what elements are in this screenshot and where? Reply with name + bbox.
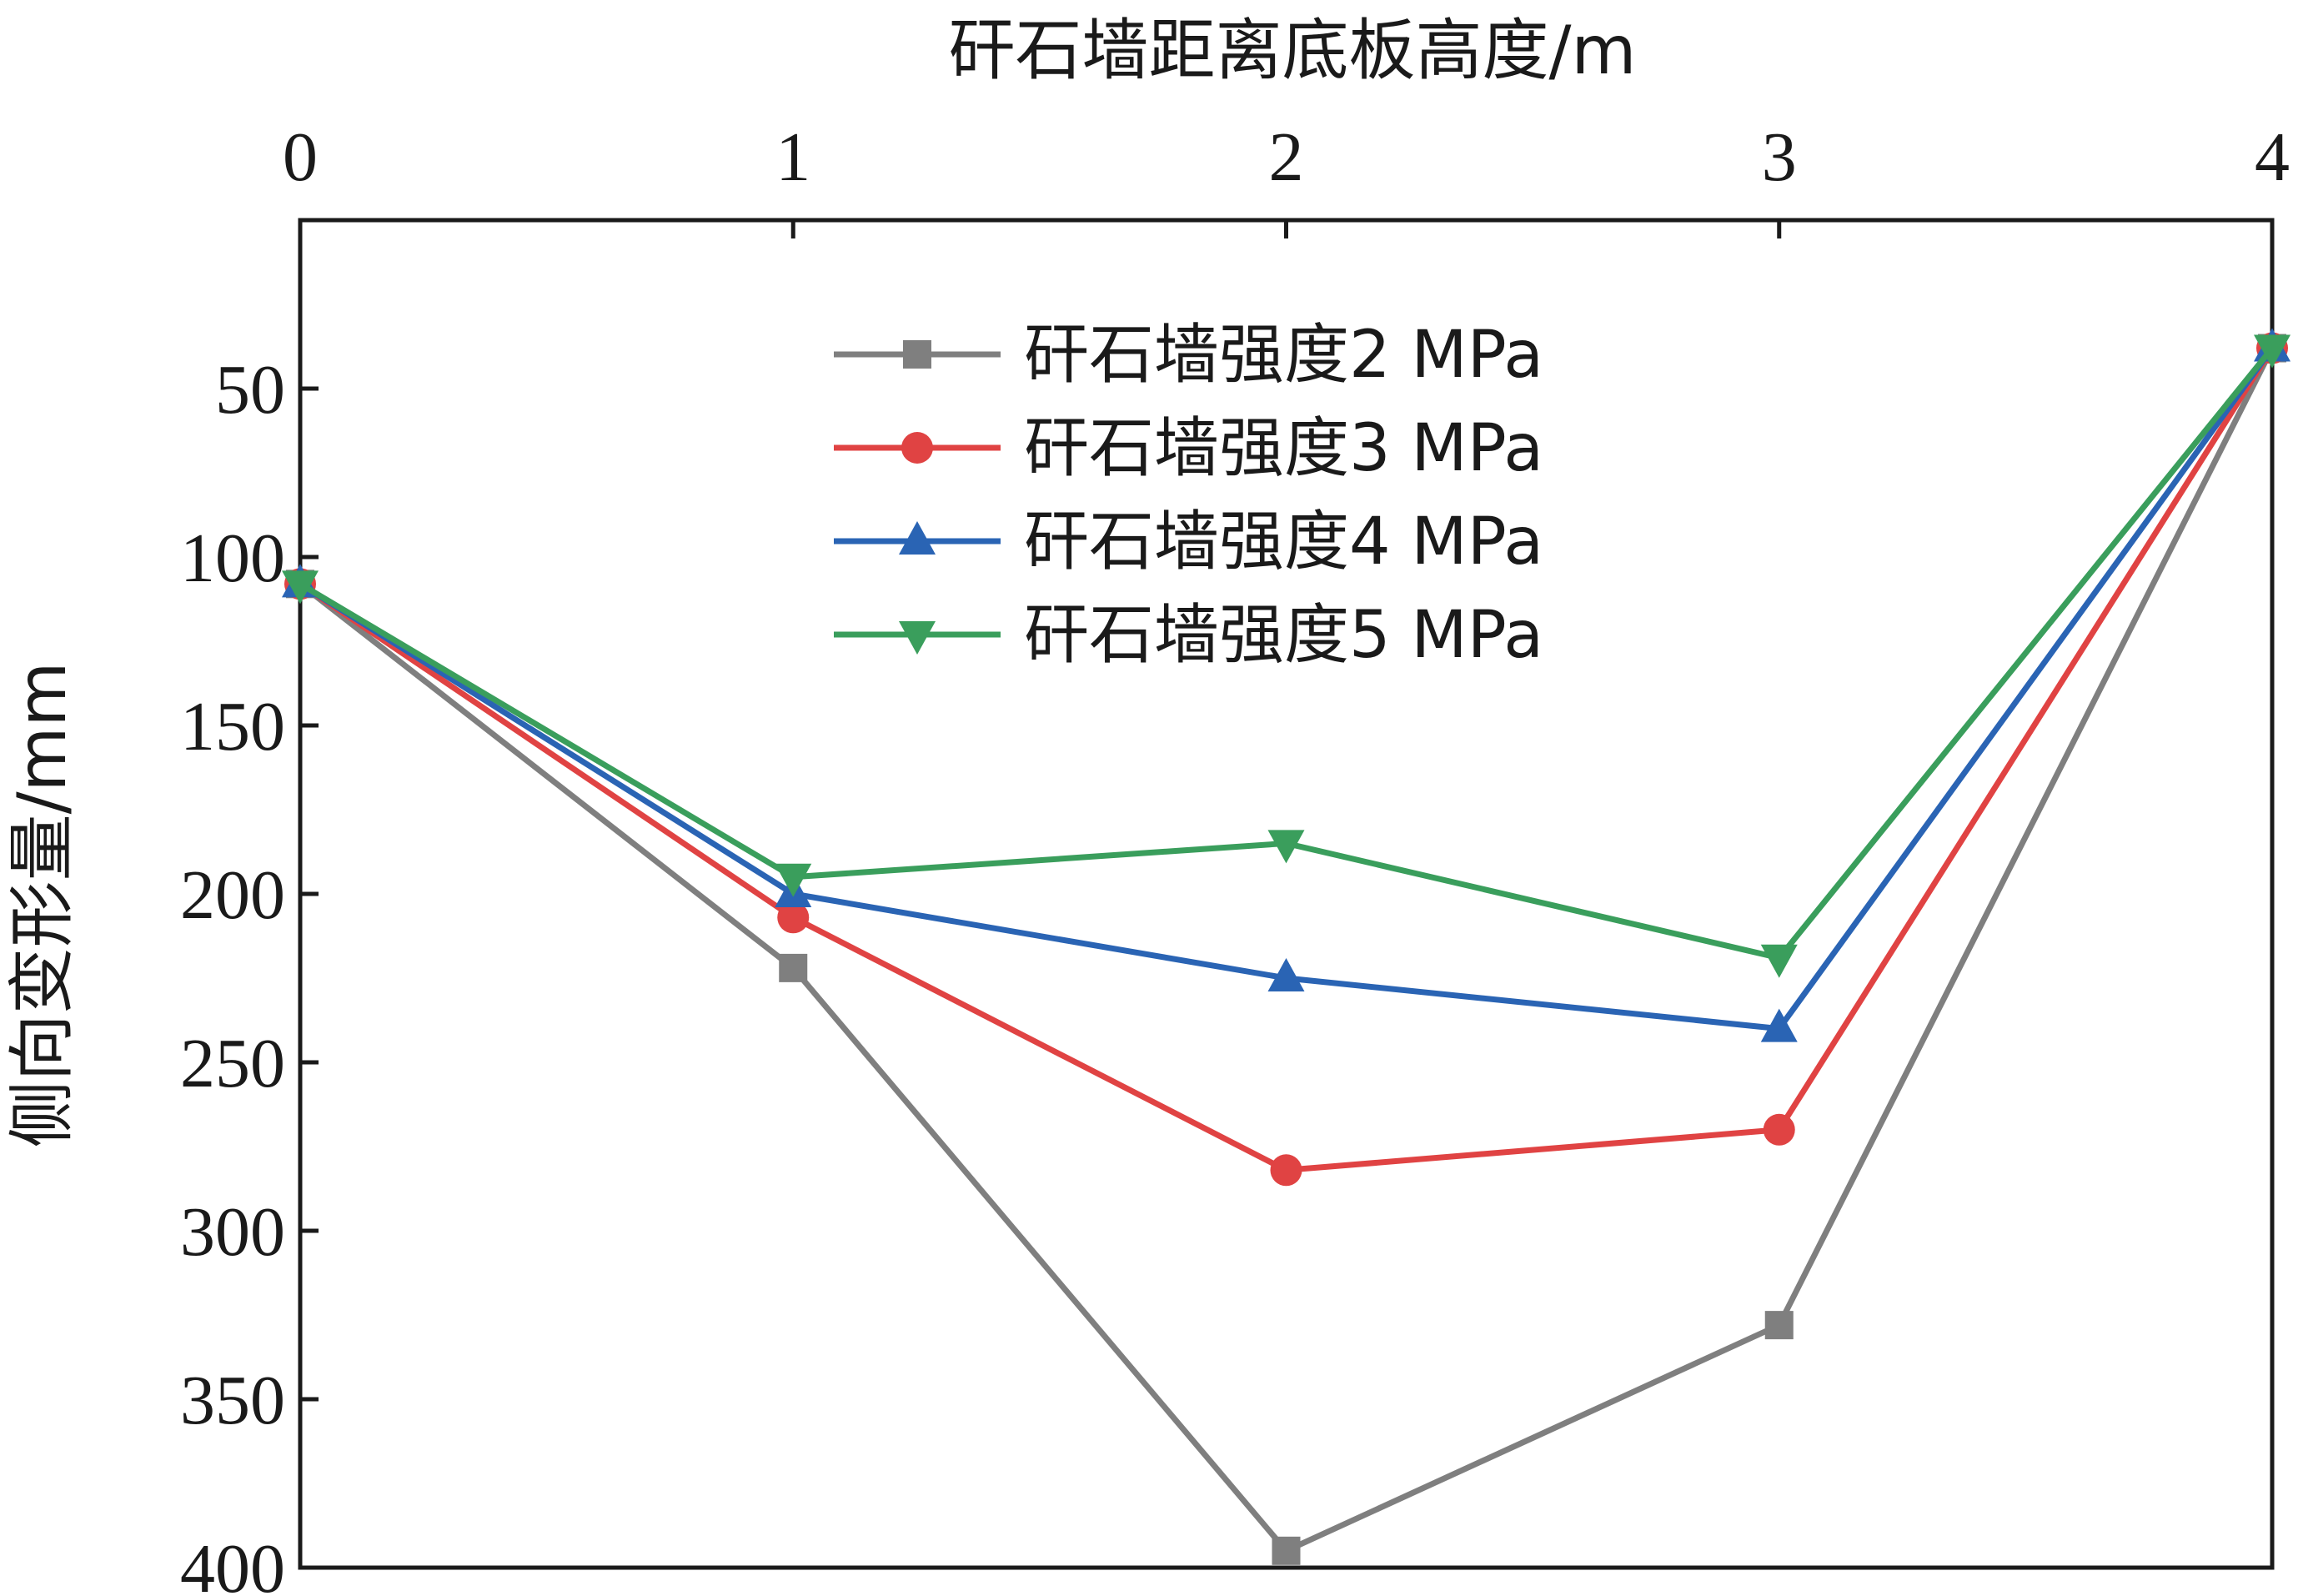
legend: 矸石墙强度2 MPa 矸石墙强度3 MPa 矸石墙强度4 MPa 矸石墙强度5 MPa: [834, 318, 1543, 673]
legend-item-4: 矸石墙强度5 MPa: [834, 598, 1543, 673]
legend-label: 矸石墙强度4 MPa: [1024, 504, 1543, 580]
legend-label: 矸石墙强度3 MPa: [1024, 411, 1543, 486]
series-3-point: [1760, 1008, 1798, 1042]
series-4-point: [1760, 944, 1798, 978]
plot-area: 0 1 2 3 4 50 100 150 200 250 300 350 400: [180, 118, 2290, 1596]
series-1-point: [1272, 1536, 1301, 1565]
y-tick-label: 250: [180, 1025, 285, 1102]
legend-item-3: 矸石墙强度4 MPa: [834, 504, 1543, 580]
series-4-point: [1267, 830, 1305, 864]
legend-label: 矸石墙强度2 MPa: [1024, 318, 1543, 393]
x-tick-label: 4: [2255, 118, 2290, 196]
x-axis-title: 矸石墙距离底板高度/m: [949, 12, 1637, 89]
series-4-point: [2254, 334, 2290, 369]
legend-marker: [899, 621, 936, 655]
y-tick-label: 300: [180, 1193, 285, 1271]
x-tick-label: 3: [1762, 118, 1797, 196]
x-tick-label: 0: [283, 118, 318, 196]
legend-marker: [903, 340, 931, 369]
legend-item-2: 矸石墙强度3 MPa: [834, 411, 1543, 486]
y-tick-label: 400: [180, 1530, 285, 1596]
legend-marker: [899, 521, 936, 555]
series-1-point: [779, 953, 808, 982]
series-2-point: [1763, 1113, 1795, 1146]
series-layer: [282, 328, 2290, 1565]
series-4-point: [775, 863, 812, 897]
series-3-point: [1267, 958, 1305, 991]
series-2-point: [1270, 1154, 1302, 1187]
series-4-point: [282, 570, 319, 605]
legend-item-1: 矸石墙强度2 MPa: [834, 318, 1543, 393]
y-tick-label: 200: [180, 856, 285, 934]
y-tick-label: 350: [180, 1362, 285, 1439]
y-axis-title: 侧向变形量/mm: [3, 662, 81, 1148]
series-1-point: [1764, 1311, 1794, 1340]
x-tick-label: 2: [1269, 118, 1304, 196]
series-4: [282, 334, 2290, 978]
y-tick-label: 150: [180, 688, 285, 765]
y-tick-label: 50: [215, 351, 285, 429]
x-tick-label: 1: [775, 118, 810, 196]
series-2-point: [777, 901, 810, 934]
y-tick-label: 100: [180, 519, 285, 597]
legend-label: 矸石墙强度5 MPa: [1024, 598, 1543, 673]
legend-marker: [901, 432, 933, 464]
